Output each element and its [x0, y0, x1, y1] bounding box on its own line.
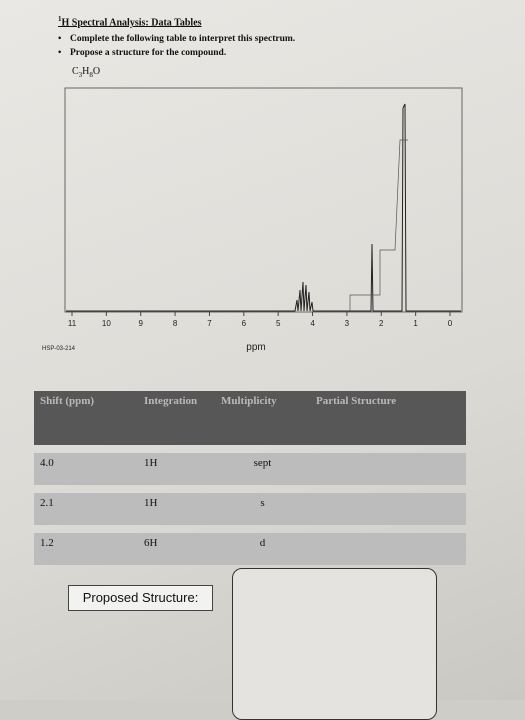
header-cell: Partial Structure	[310, 391, 466, 445]
tick-label: 0	[448, 319, 453, 328]
tick-label: 9	[139, 319, 144, 328]
table-body: 4.0 1H sept 2.1 1H s 1.2 6H d	[34, 453, 466, 565]
structure-box	[232, 568, 437, 720]
empty-cell	[310, 453, 466, 485]
tick-label: 10	[102, 319, 111, 328]
title: 1H Spectral Analysis: Data Tables	[58, 15, 202, 28]
bullet: Complete the following table to interpre…	[58, 34, 295, 44]
tick-label: 1	[413, 319, 418, 328]
table-cell: d	[215, 533, 310, 565]
tick-label: 4	[310, 319, 315, 328]
data-table: Shift (ppm) Integration Multiplicity Par…	[34, 383, 466, 573]
table-cell: 6H	[138, 533, 215, 565]
table-cell: s	[215, 493, 310, 525]
header-cell: Shift (ppm)	[34, 391, 138, 445]
table-cell: sept	[215, 453, 310, 485]
table-row: 4.0 1H sept	[34, 453, 466, 485]
spectrum-code: HSP-03-214	[42, 346, 76, 352]
formula: C3H8O	[72, 66, 100, 79]
table-row: 2.1 1H s	[34, 493, 466, 525]
title-text: H Spectral Analysis: Data Tables	[61, 17, 202, 29]
axis-label: ppm	[246, 342, 265, 353]
integral-trace	[349, 139, 408, 311]
table-row: 1.2 6H d	[34, 533, 466, 565]
tick-label: 8	[173, 319, 178, 328]
tick-label: 6	[242, 319, 247, 328]
table-cell: 4.0	[34, 453, 138, 485]
title-sup: 1	[58, 15, 62, 23]
spectrum: 11 10 9 8 7 6 5 4 3 2 1 0 HSP-03-214 ppm	[42, 87, 463, 353]
tick-label: 5	[276, 319, 281, 328]
spectrum-trace	[66, 103, 461, 312]
empty-cell	[310, 493, 466, 525]
tick-label: 7	[207, 319, 212, 328]
header-cell: Multiplicity	[215, 391, 310, 445]
tick-label: 3	[345, 319, 350, 328]
bullet: Propose a structure for the compound.	[58, 48, 226, 58]
table-cell: 1H	[138, 493, 215, 525]
header-cell: Integration	[138, 391, 215, 445]
formula-part: H	[82, 66, 90, 77]
formula-sub: 8	[89, 71, 93, 79]
table-cell: 2.1	[34, 493, 138, 525]
tick-label: 11	[68, 319, 77, 328]
spectrum-frame	[64, 87, 463, 313]
formula-sub: 3	[78, 71, 83, 79]
formula-part: C	[72, 66, 79, 77]
axis: 11 10 9 8 7 6 5 4 3 2 1 0	[68, 312, 453, 328]
table-cell: 1.2	[34, 533, 138, 565]
tick-label: 2	[379, 319, 384, 328]
proposed-label: Proposed Structure:	[68, 585, 213, 611]
formula-part: O	[92, 66, 101, 77]
header-row: Shift (ppm) Integration Multiplicity Par…	[34, 391, 466, 445]
empty-cell	[310, 533, 466, 565]
page: 1H Spectral Analysis: Data Tables Comple…	[0, 0, 525, 700]
table-cell: 1H	[138, 453, 215, 485]
